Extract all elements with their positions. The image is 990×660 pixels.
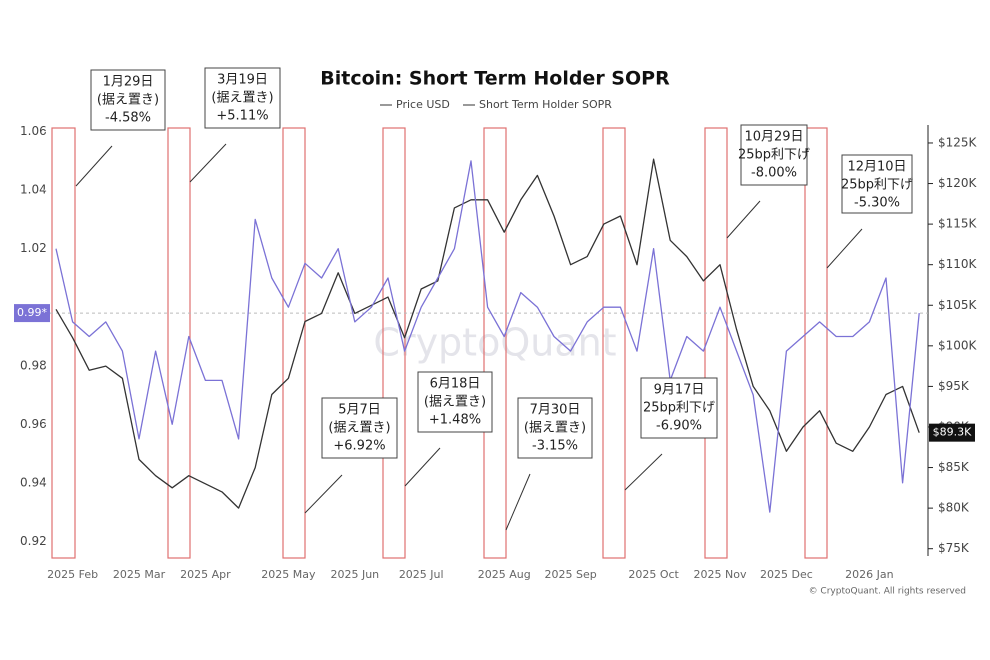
fomc-window	[804, 127, 828, 559]
annotation-box	[321, 397, 398, 459]
annotation-text: -4.58%	[105, 111, 151, 126]
annotation-text: -3.15%	[532, 439, 578, 454]
fomc-window	[483, 127, 507, 559]
annotation-text: 7月30日	[530, 403, 581, 418]
annotation-box	[417, 371, 493, 433]
annotation-text: +1.48%	[429, 413, 481, 428]
y-tick-label: 0.98	[20, 358, 47, 372]
fomc-windows	[51, 127, 828, 559]
annotation-box	[204, 67, 281, 129]
y-tick-label: 0.94	[20, 475, 47, 489]
y-tick-label: 0.96	[20, 417, 47, 431]
fomc-window	[602, 127, 626, 559]
annotation-pointer	[75, 145, 113, 187]
current-y-box	[14, 304, 50, 323]
annotation-text: -5.30%	[854, 196, 900, 211]
chart-title: Bitcoin: Short Term Holder SOPR	[320, 68, 670, 90]
annotation-pointer	[505, 473, 531, 531]
annotation-text: (据え置き)	[424, 395, 486, 410]
series-line	[55, 158, 920, 509]
y2-tick-label: $100K	[938, 338, 978, 352]
x-tick-label: 2025 Jul	[399, 568, 444, 581]
x-tick-label: 2025 Feb	[47, 568, 98, 581]
legend-label: Short Term Holder SOPR	[479, 98, 612, 111]
x-tick-label: 2025 May	[261, 568, 316, 581]
annotation-box	[640, 377, 718, 439]
annotation-pointer	[624, 453, 663, 491]
y2-tick-label: $95K	[938, 379, 970, 393]
annotation-text: 12月10日	[847, 160, 906, 175]
x-tick-label: 2025 Dec	[760, 568, 813, 581]
x-tick-label: 2026 Jan	[845, 568, 893, 581]
y-tick-label: 1.06	[20, 124, 47, 138]
watermark: CryptoQuant	[373, 321, 616, 365]
footer: © CryptoQuant. All rights reserved	[809, 587, 966, 597]
y-tick-label: 1.02	[20, 241, 47, 255]
annotation-text: 25bp利下げ	[738, 148, 810, 163]
x-tick-label: 2025 Nov	[694, 568, 747, 581]
y2-tick-label: $110K	[938, 257, 978, 271]
y-tick-label: 1.04	[20, 183, 47, 197]
annotation-text: 25bp利下げ	[841, 178, 913, 193]
y2-tick-label: $125K	[938, 135, 978, 149]
current-y-label: 0.99*	[17, 306, 47, 319]
annotation-pointer	[304, 474, 343, 514]
series-line	[55, 160, 920, 513]
fomc-window	[282, 127, 306, 559]
fomc-window	[51, 127, 76, 559]
x-tick-label: 2025 Sep	[544, 568, 596, 581]
y2-tick-label: $115K	[938, 217, 978, 231]
annotation-box	[90, 69, 166, 131]
annotation-text: 9月17日	[654, 383, 705, 398]
fomc-window	[382, 127, 406, 559]
fomc-window	[167, 127, 191, 559]
annotation-text: +6.92%	[333, 439, 385, 454]
y2-tick-label: $85K	[938, 460, 970, 474]
annotation-text: 6月18日	[430, 377, 481, 392]
annotation-box	[517, 397, 593, 459]
current-y2-label: $89.3K	[933, 426, 972, 439]
y2-tick-label: $105K	[938, 298, 978, 312]
x-tick-label: 2025 Oct	[628, 568, 679, 581]
annotation-pointer	[826, 228, 863, 269]
annotation-text: +5.11%	[216, 109, 268, 124]
annotation-text: -6.90%	[656, 419, 702, 434]
annotation-pointer	[189, 143, 227, 183]
x-tick-label: 2025 Apr	[180, 568, 231, 581]
annotation-text: (据え置き)	[524, 421, 586, 436]
y2-tick-label: $80K	[938, 501, 970, 515]
current-y2-box	[929, 423, 975, 442]
annotation-pointer	[404, 447, 441, 487]
annotation-pointer	[726, 200, 761, 239]
annotation-text: (据え置き)	[328, 421, 390, 436]
annotation-text: (据え置き)	[97, 93, 159, 108]
x-tick-label: 2025 Mar	[113, 568, 166, 581]
x-tick-label: 2025 Jun	[330, 568, 379, 581]
y-tick-label: 0.92	[20, 534, 47, 548]
annotation-text: 10月29日	[744, 130, 803, 145]
annotation-box	[740, 124, 808, 186]
annotation-text: 1月29日	[103, 75, 154, 90]
annotation-text: 25bp利下げ	[643, 401, 715, 416]
annotation-text: -8.00%	[751, 166, 797, 181]
annotation-text: 3月19日	[217, 73, 268, 88]
y2-tick-label: $120K	[938, 176, 978, 190]
legend-label: Price USD	[396, 98, 450, 111]
fomc-window	[704, 127, 728, 559]
x-tick-label: 2025 Aug	[478, 568, 531, 581]
y2-tick-label: $75K	[938, 541, 970, 555]
annotation-text: 5月7日	[338, 403, 381, 418]
annotation-box	[841, 154, 913, 214]
annotation-text: (据え置き)	[211, 91, 273, 106]
